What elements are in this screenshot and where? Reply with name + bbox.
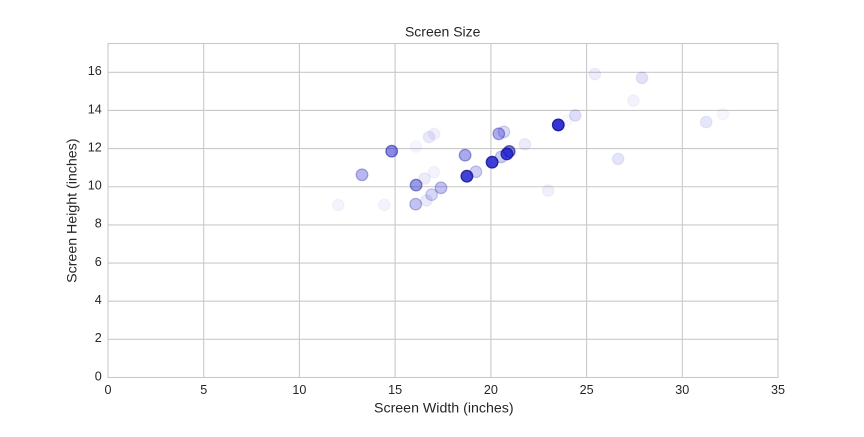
svg-text:6: 6: [95, 255, 102, 269]
svg-text:0: 0: [95, 369, 102, 383]
svg-text:12: 12: [88, 140, 102, 154]
svg-text:16: 16: [88, 64, 102, 78]
svg-text:10: 10: [88, 179, 102, 193]
svg-text:30: 30: [675, 383, 689, 397]
svg-text:14: 14: [88, 102, 102, 116]
svg-text:2: 2: [95, 331, 102, 345]
svg-text:4: 4: [95, 293, 102, 307]
svg-text:10: 10: [292, 383, 306, 397]
svg-text:15: 15: [388, 383, 402, 397]
svg-text:Screen Height (inches): Screen Height (inches): [65, 139, 81, 283]
svg-text:8: 8: [95, 217, 102, 231]
svg-text:Screen Size: Screen Size: [405, 24, 481, 40]
svg-text:35: 35: [771, 383, 785, 397]
svg-text:0: 0: [104, 383, 111, 397]
svg-text:Screen Width (inches): Screen Width (inches): [374, 401, 514, 417]
svg-text:5: 5: [200, 383, 207, 397]
svg-text:25: 25: [580, 383, 594, 397]
svg-text:20: 20: [484, 383, 498, 397]
